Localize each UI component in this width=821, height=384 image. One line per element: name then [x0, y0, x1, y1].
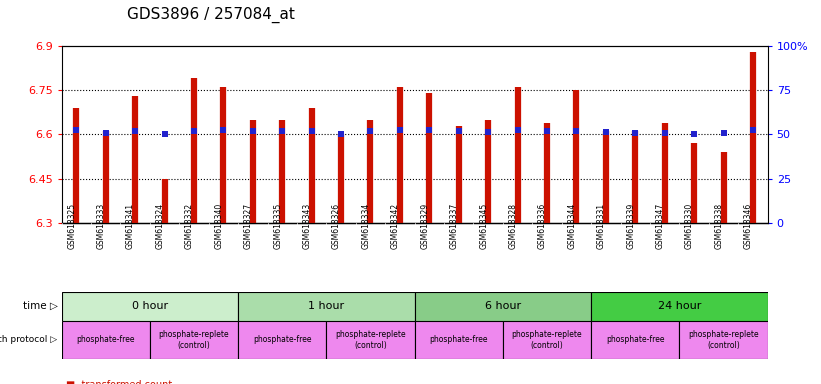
- Bar: [238, 292, 415, 321]
- Text: GSM618338: GSM618338: [714, 203, 723, 249]
- Text: GSM618333: GSM618333: [97, 203, 106, 249]
- Bar: [502, 321, 591, 359]
- Text: GSM618331: GSM618331: [597, 203, 606, 249]
- Text: GSM618342: GSM618342: [391, 203, 400, 249]
- Text: phosphate-free: phosphate-free: [76, 335, 135, 344]
- Text: 1 hour: 1 hour: [308, 301, 345, 311]
- Text: 24 hour: 24 hour: [658, 301, 701, 311]
- Text: GSM618346: GSM618346: [744, 203, 753, 249]
- Bar: [415, 292, 591, 321]
- Text: GSM618324: GSM618324: [155, 203, 164, 249]
- Text: GSM618325: GSM618325: [67, 203, 76, 249]
- Text: GSM618341: GSM618341: [126, 203, 135, 249]
- Text: GSM618330: GSM618330: [685, 203, 694, 249]
- Text: phosphate-replete
(control): phosphate-replete (control): [335, 330, 406, 349]
- Bar: [591, 292, 768, 321]
- Text: phosphate-free: phosphate-free: [253, 335, 311, 344]
- Text: GSM618339: GSM618339: [626, 203, 635, 249]
- Text: phosphate-replete
(control): phosphate-replete (control): [688, 330, 759, 349]
- Text: GSM618347: GSM618347: [656, 203, 665, 249]
- Text: GSM618327: GSM618327: [244, 203, 253, 249]
- Text: GSM618326: GSM618326: [332, 203, 341, 249]
- Bar: [62, 321, 149, 359]
- Text: phosphate-replete
(control): phosphate-replete (control): [511, 330, 582, 349]
- Text: GSM618329: GSM618329: [420, 203, 429, 249]
- Text: growth protocol ▷: growth protocol ▷: [0, 335, 57, 344]
- Text: GSM618328: GSM618328: [508, 203, 517, 249]
- Text: GSM618335: GSM618335: [273, 203, 282, 249]
- Text: GSM618334: GSM618334: [361, 203, 370, 249]
- Text: GSM618332: GSM618332: [185, 203, 194, 249]
- Text: GSM618340: GSM618340: [214, 203, 223, 249]
- Bar: [149, 321, 238, 359]
- Text: phosphate-free: phosphate-free: [606, 335, 664, 344]
- Bar: [62, 292, 238, 321]
- Bar: [591, 321, 680, 359]
- Text: 6 hour: 6 hour: [484, 301, 521, 311]
- Text: 0 hour: 0 hour: [131, 301, 168, 311]
- Bar: [327, 321, 415, 359]
- Text: GDS3896 / 257084_at: GDS3896 / 257084_at: [127, 7, 295, 23]
- Text: phosphate-replete
(control): phosphate-replete (control): [158, 330, 229, 349]
- Text: GSM618337: GSM618337: [450, 203, 459, 249]
- Text: GSM618343: GSM618343: [303, 203, 312, 249]
- Text: GSM618336: GSM618336: [538, 203, 547, 249]
- Bar: [415, 321, 502, 359]
- Bar: [680, 321, 768, 359]
- Text: GSM618345: GSM618345: [479, 203, 488, 249]
- Text: time ▷: time ▷: [23, 301, 57, 311]
- Text: ■  transformed count: ■ transformed count: [66, 380, 172, 384]
- Bar: [238, 321, 327, 359]
- Text: phosphate-free: phosphate-free: [429, 335, 488, 344]
- Text: GSM618344: GSM618344: [567, 203, 576, 249]
